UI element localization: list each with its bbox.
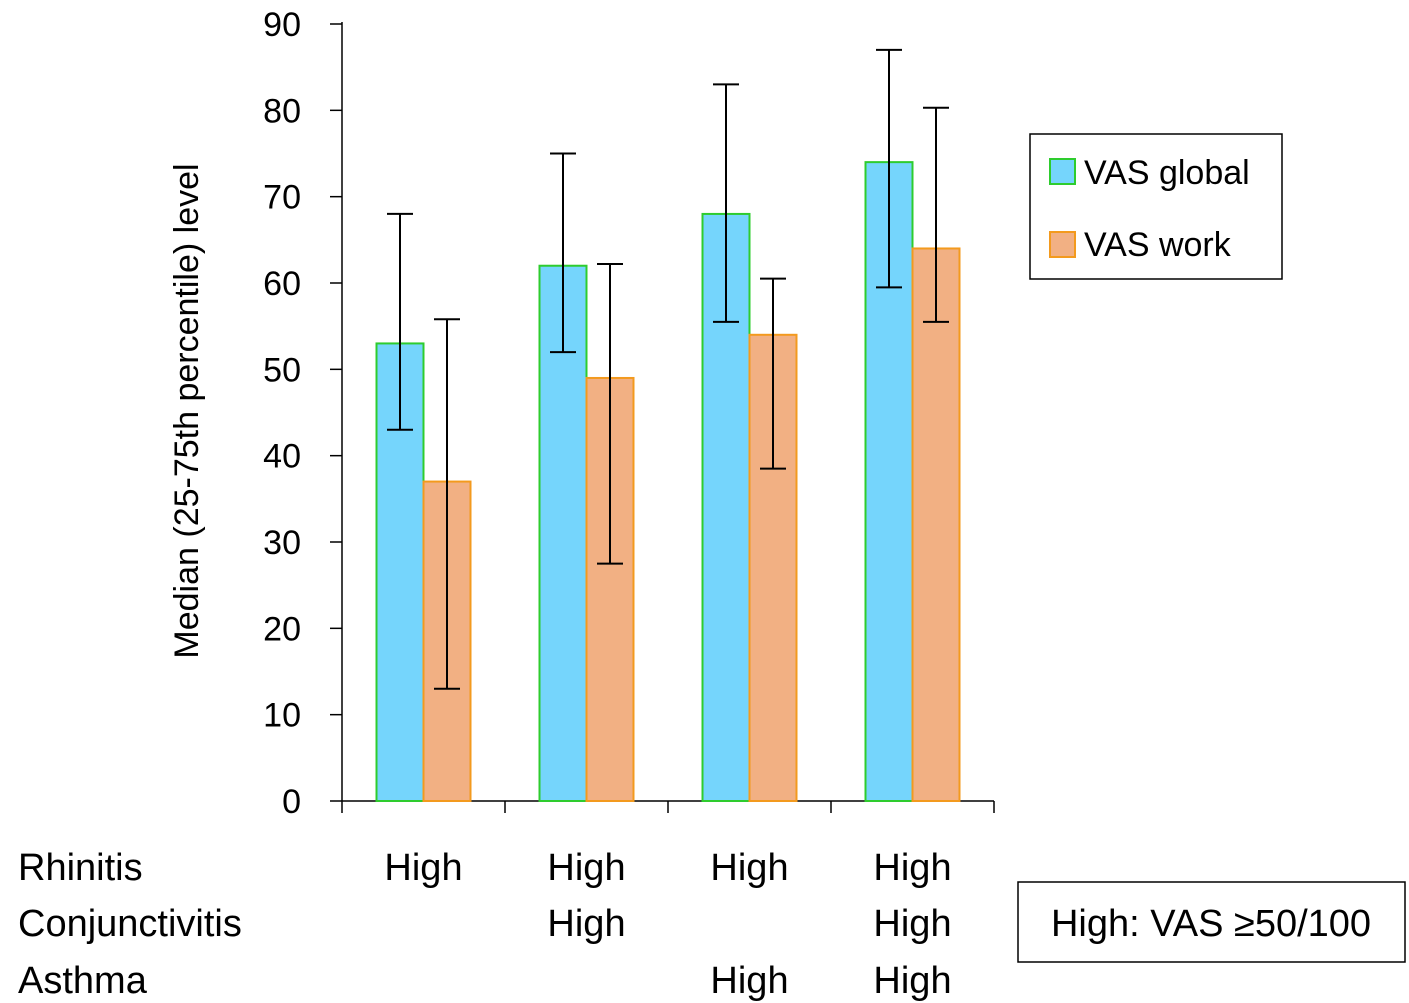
legend-swatch-vas-work [1049,231,1076,258]
y-tick-label: 50 [263,351,301,389]
bars [375,161,961,802]
legend-label-vas-work: VAS work [1084,226,1232,264]
legend-label-vas-global: VAS global [1084,154,1250,192]
legend: VAS global VAS work [1029,133,1283,280]
condition-cell: High [873,960,951,1002]
y-tick-label: 30 [263,524,301,562]
x-axis [341,800,995,813]
y-axis-title: Median (25-75th percentile) level [168,163,206,658]
row-label-asthma: Asthma [18,960,148,1002]
row-label-rhinitis: Rhinitis [18,847,143,889]
condition-table: Rhinitis Conjunctivitis Asthma High High H… [18,847,952,1002]
y-tick-label: 20 [263,610,301,648]
y-tick-label: 0 [282,783,301,821]
condition-cell: High [710,960,788,1002]
condition-cell: High [547,847,625,889]
condition-cell: High [873,847,951,889]
legend-swatch-vas-global [1049,158,1076,185]
y-tick-label: 70 [263,179,301,217]
y-tick-label: 90 [263,6,301,44]
note-box [1017,881,1406,963]
condition-cell: High [547,903,625,945]
y-tick-label: 40 [263,438,301,476]
note-text: High: VAS ≥50/100 [1051,903,1371,945]
y-tick-label: 60 [263,265,301,303]
condition-cell: High [710,847,788,889]
condition-cells: High High High High High High High High [384,847,951,1002]
condition-cell: High [384,847,462,889]
row-label-conjunctivitis: Conjunctivitis [18,903,242,945]
note: High: VAS ≥50/100 [1017,881,1406,963]
error-bars [387,48,949,690]
y-tick-label: 10 [263,697,301,735]
bar-vas-work [911,247,961,802]
y-axis: 0 10 20 30 40 50 60 70 80 90 [263,6,343,821]
y-tick-label: 80 [263,92,301,130]
condition-cell: High [873,903,951,945]
